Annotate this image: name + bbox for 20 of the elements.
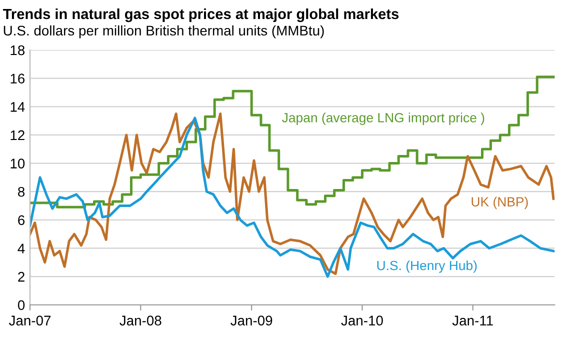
y-tick-label: 6 xyxy=(18,215,25,226)
x-tick-label: Jan-07 xyxy=(8,316,51,326)
y-tick-label: 2 xyxy=(18,272,24,282)
y-tick-label: 12 xyxy=(10,130,24,140)
y-tick-label: 16 xyxy=(10,74,25,84)
x-tick-label: Jan-10 xyxy=(341,316,383,326)
series-label: Japan (average LNG import price ) xyxy=(282,112,484,125)
y-tick-label: 0 xyxy=(18,300,25,310)
chart-title: Trends in natural gas spot prices at major global markets xyxy=(2,8,399,22)
x-tick-label: Jan-11 xyxy=(452,316,493,326)
y-tick-label: 4 xyxy=(18,244,25,254)
y-tick-label: 18 xyxy=(10,45,25,56)
y-tick-label: 14 xyxy=(10,102,25,112)
series-label: UK (NBP) xyxy=(472,196,528,210)
chart-subtitle: U.S. dollars per million British thermal units (MMBtu) xyxy=(4,25,324,38)
series-label: U.S. (Henry Hub) xyxy=(377,260,477,273)
x-tick-label: Jan-08 xyxy=(120,316,162,326)
y-tick-label: 10 xyxy=(10,158,25,168)
y-tick-label: 8 xyxy=(18,186,25,197)
x-tick-label: Jan-09 xyxy=(230,316,272,326)
